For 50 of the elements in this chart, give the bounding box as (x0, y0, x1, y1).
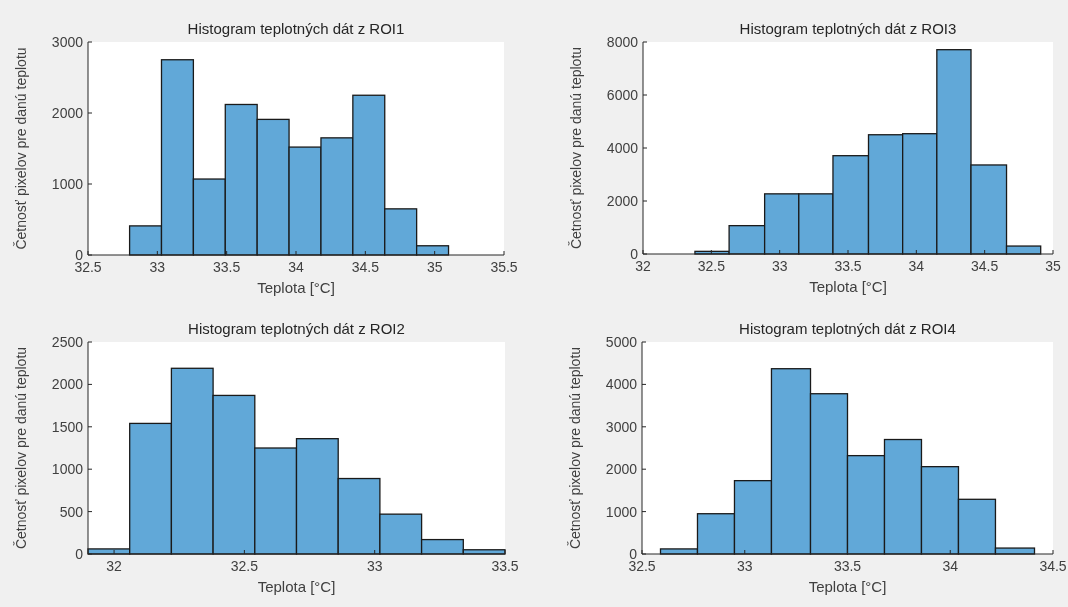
x-tick-label: 33.5 (213, 259, 241, 275)
x-axis-title: Teplota [°C] (257, 279, 335, 296)
chart-title: Histogram teplotných dát z ROI1 (187, 20, 405, 37)
x-tick-label: 33.5 (491, 558, 519, 574)
x-tick-label: 35.5 (490, 259, 518, 275)
y-tick-label: 2000 (51, 104, 84, 121)
y-tick-label: 6000 (606, 86, 639, 103)
x-tick-label: 34 (908, 258, 925, 274)
y-tick-label: 4000 (605, 376, 638, 393)
y-tick-label: 8000 (606, 33, 639, 50)
y-axis-title: Četnosť pixelov pre danú teplotu (13, 346, 29, 550)
x-axis-title: Teplota [°C] (809, 278, 887, 295)
y-axis-title: Četnosť pixelov pre danú teplotu (13, 47, 29, 250)
x-tick-label: 34.5 (1039, 558, 1067, 574)
chart-title: Histogram teplotných dát z ROI3 (739, 20, 957, 37)
x-axis-title: Teplota [°C] (808, 578, 887, 595)
x-tick-label: 32.5 (697, 258, 726, 274)
y-tick-label: 1000 (51, 175, 84, 192)
y-tick-label: 0 (75, 545, 84, 562)
y-tick-label: 2000 (605, 461, 638, 478)
y-tick-label: 2500 (51, 333, 84, 350)
y-axis-title: Četnosť pixelov pre danú teplotu (567, 346, 583, 550)
x-tick-label: 35 (426, 259, 443, 275)
chart-title: Histogram teplotných dát z ROI2 (188, 320, 405, 337)
y-tick-label: 500 (59, 503, 84, 520)
x-tick-label: 32 (106, 558, 123, 574)
x-tick-label: 33.5 (834, 258, 862, 274)
y-tick-label: 5000 (605, 333, 638, 350)
y-tick-label: 1000 (605, 503, 638, 520)
y-axis-title: Četnosť pixelov pre danú teplotu (568, 46, 584, 250)
y-tick-label: 1500 (51, 418, 84, 435)
y-tick-label: 4000 (606, 139, 639, 156)
x-tick-label: 32.5 (230, 558, 259, 574)
y-tick-label: 1000 (51, 461, 84, 478)
y-tick-label: 3000 (605, 418, 638, 435)
x-tick-label: 34.5 (351, 259, 380, 275)
x-tick-label: 33.5 (833, 558, 862, 574)
x-tick-label: 34.5 (971, 258, 999, 274)
chart-title: Histogram teplotných dát z ROI4 (739, 320, 956, 337)
x-tick-label: 33 (366, 558, 383, 574)
x-tick-label: 33 (736, 558, 753, 574)
x-tick-label: 34 (942, 558, 959, 574)
x-tick-label: 35 (1045, 258, 1061, 274)
x-tick-label: 33 (149, 259, 166, 275)
y-tick-label: 2000 (606, 192, 639, 209)
x-tick-label: 33 (771, 258, 788, 274)
x-tick-label: 34 (288, 259, 304, 275)
x-axis-title: Teplota [°C] (257, 578, 336, 595)
y-tick-label: 2000 (51, 376, 84, 393)
y-tick-label: 3000 (51, 33, 84, 50)
